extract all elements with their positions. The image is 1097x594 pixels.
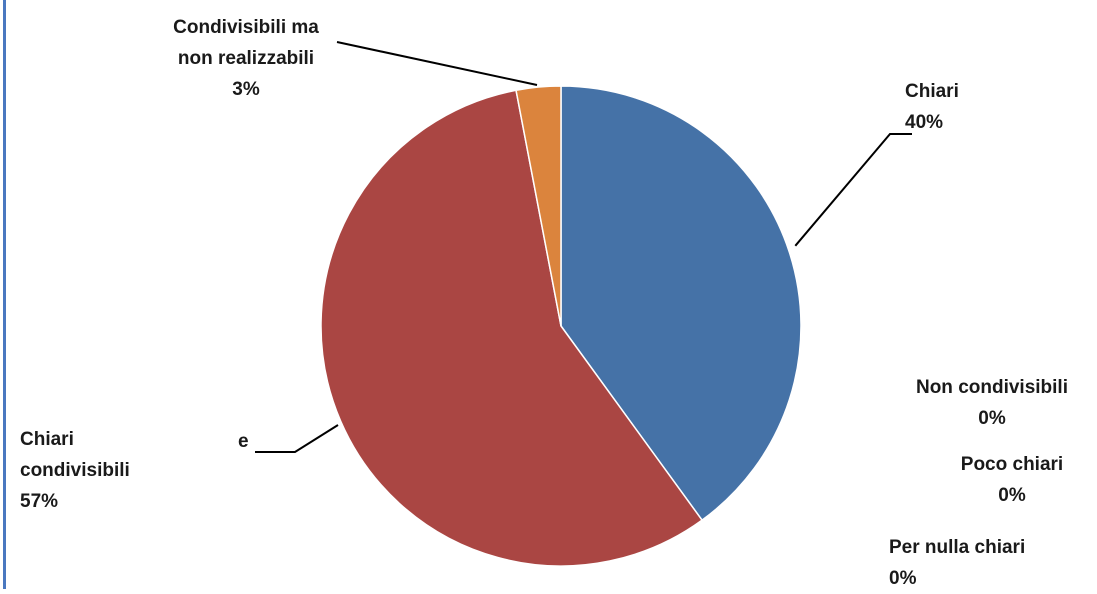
data-label-pct-per-nulla-chiari: 0% (889, 568, 917, 589)
data-label-condivisibili-ma-non-realizzabili-line-2: non realizzabili (178, 48, 314, 69)
data-label-chiari-e-condivisibili-line-2: condivisibili (20, 460, 130, 481)
data-label-pct-chiari: 40% (905, 112, 943, 133)
data-label-pct-non-condivisibili: 0% (978, 408, 1006, 429)
slice-chiari-e-condivisibili (320, 89, 704, 567)
leader-line-chiari-e-condivisibili (255, 424, 339, 453)
chart-frame-border (3, 0, 6, 589)
data-label-chiari-e-condivisibili-line-1: Chiari (20, 429, 74, 450)
leader-line-condivisibili-ma-non-realizzabili (336, 41, 538, 86)
data-label-pct-poco-chiari: 0% (998, 485, 1026, 506)
data-label-chiari-e-condivisibili-connector: e (238, 431, 249, 452)
slice-condivisibili-ma-non-realizzabili (515, 85, 562, 327)
data-label-pct-chiari-e-condivisibili: 57% (20, 491, 58, 512)
data-label-non-condivisibili-line-1: Non condivisibili (916, 377, 1068, 398)
slice-chiari (560, 85, 802, 522)
leader-line-chiari (794, 133, 912, 247)
data-label-pct-condivisibili-ma-non-realizzabili: 3% (232, 79, 260, 100)
data-label-poco-chiari-line-1: Poco chiari (961, 454, 1063, 475)
data-label-per-nulla-chiari-line-1: Per nulla chiari (889, 537, 1025, 558)
data-label-condivisibili-ma-non-realizzabili-line-1: Condivisibili ma (173, 17, 319, 38)
data-label-chiari-line-1: Chiari (905, 81, 959, 102)
